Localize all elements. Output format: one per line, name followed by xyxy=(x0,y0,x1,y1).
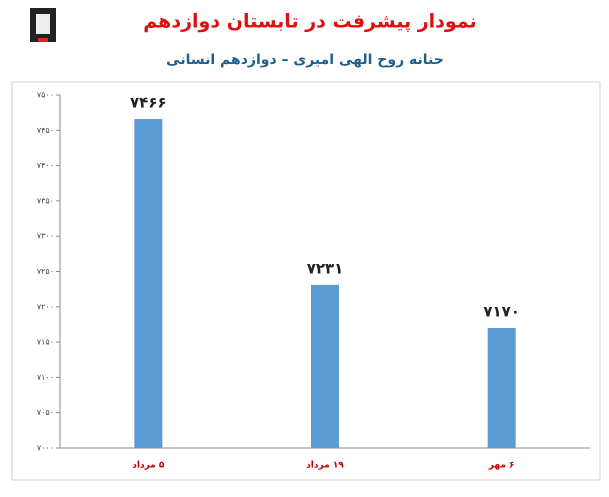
bar xyxy=(487,327,516,448)
logo-panel xyxy=(36,14,50,34)
x-tick-label: ۶ مهر xyxy=(488,461,515,471)
y-tick-label: ۷۳۵۰ xyxy=(37,196,54,205)
chart-subtitle: حنانه روح الهی امیری – دوازدهم انسانی xyxy=(166,52,444,68)
y-tick-label: ۷۲۵۰ xyxy=(37,267,54,276)
bar xyxy=(311,284,339,448)
chart-title: نمودار پیشرفت در تابستان دوازدهم xyxy=(143,11,476,33)
y-tick-label: ۷۵۰۰ xyxy=(37,91,54,100)
chart-frame xyxy=(11,81,601,481)
y-tick-label: ۷۰۰۰ xyxy=(37,444,54,453)
x-tick-label: ۱۹ مرداد xyxy=(306,461,344,471)
x-tick-label: ۵ مرداد xyxy=(132,461,165,471)
y-tick-label: ۷۲۰۰ xyxy=(37,302,54,311)
y-tick-label: ۷۰۵۰ xyxy=(37,408,54,417)
bar xyxy=(134,119,163,448)
value-label: ۷۱۷۰ xyxy=(483,302,520,320)
logo-band xyxy=(38,38,48,42)
y-tick-label: ۷۱۰۰ xyxy=(37,373,54,382)
y-tick-label: ۷۴۰۰ xyxy=(37,161,54,170)
y-tick-label: ۷۳۰۰ xyxy=(37,232,54,241)
logo xyxy=(30,8,56,42)
value-label: ۷۴۶۶ xyxy=(130,94,167,112)
y-tick-label: ۷۱۵۰ xyxy=(37,338,54,347)
y-tick-label: ۷۴۵۰ xyxy=(37,126,54,135)
value-label: ۷۲۳۱ xyxy=(307,259,344,277)
